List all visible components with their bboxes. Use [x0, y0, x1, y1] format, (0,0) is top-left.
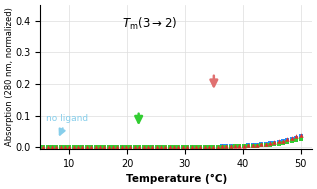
Text: $\mathit{T}_{\rm m}(3{\rightarrow}2)$: $\mathit{T}_{\rm m}(3{\rightarrow}2)$	[122, 16, 177, 33]
Text: no ligand: no ligand	[46, 114, 88, 135]
X-axis label: Temperature (°C): Temperature (°C)	[126, 174, 227, 184]
Y-axis label: Absorption (280 nm, normalized): Absorption (280 nm, normalized)	[5, 7, 14, 146]
